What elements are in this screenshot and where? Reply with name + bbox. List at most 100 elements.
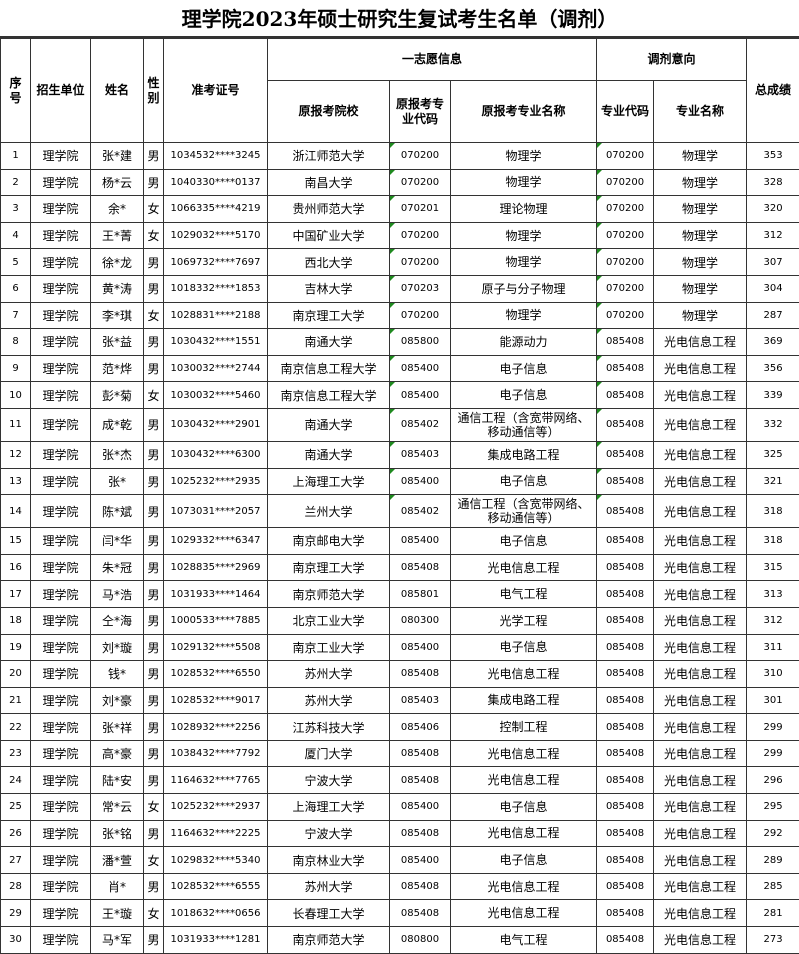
cell-total: 321: [747, 468, 799, 495]
header-unit: 招生单位: [31, 39, 91, 143]
cell-seq: 15: [1, 528, 31, 555]
cell-exam-id: 1000533****7885: [164, 607, 268, 634]
cell-name: 陈*斌: [91, 495, 144, 528]
header-first-choice: 一志愿信息: [268, 39, 597, 81]
cell-adj-major: 光电信息工程: [654, 873, 747, 900]
cell-adj-code: 085408: [597, 767, 654, 794]
header-exam-id: 准考证号: [164, 39, 268, 143]
cell-orig-school: 中国矿业大学: [268, 222, 390, 249]
cell-sex: 男: [144, 581, 164, 608]
header-adj-major: 专业名称: [654, 81, 747, 143]
cell-unit: 理学院: [31, 767, 91, 794]
cell-seq: 27: [1, 847, 31, 874]
cell-seq: 6: [1, 275, 31, 302]
cell-orig-code: 070203: [390, 275, 451, 302]
cell-orig-school: 南京邮电大学: [268, 528, 390, 555]
cell-seq: 22: [1, 714, 31, 741]
cell-name: 杨*云: [91, 169, 144, 196]
cell-exam-id: 1030032****2744: [164, 355, 268, 382]
cell-unit: 理学院: [31, 873, 91, 900]
cell-orig-code: 080300: [390, 607, 451, 634]
cell-seq: 21: [1, 687, 31, 714]
cell-exam-id: 1028835****2969: [164, 554, 268, 581]
cell-name: 常*云: [91, 794, 144, 821]
header-orig-major: 原报考专业名称: [451, 81, 597, 143]
cell-name: 余*: [91, 196, 144, 223]
cell-sex: 男: [144, 528, 164, 555]
cell-total: 332: [747, 408, 799, 441]
cell-name: 张*杰: [91, 441, 144, 468]
cell-adj-code: 085408: [597, 468, 654, 495]
cell-adj-major: 物理学: [654, 302, 747, 329]
cell-unit: 理学院: [31, 143, 91, 170]
cell-seq: 14: [1, 495, 31, 528]
cell-orig-school: 宁波大学: [268, 820, 390, 847]
header-name: 姓名: [91, 39, 144, 143]
cell-total: 285: [747, 873, 799, 900]
cell-seq: 26: [1, 820, 31, 847]
cell-exam-id: 1069732****7697: [164, 249, 268, 276]
cell-sex: 男: [144, 927, 164, 954]
cell-adj-major: 光电信息工程: [654, 900, 747, 927]
cell-exam-id: 1040330****0137: [164, 169, 268, 196]
cell-orig-school: 南京理工大学: [268, 302, 390, 329]
cell-name: 李*琪: [91, 302, 144, 329]
cell-sex: 男: [144, 329, 164, 356]
cell-name: 成*乾: [91, 408, 144, 441]
cell-adj-code: 085408: [597, 528, 654, 555]
cell-orig-school: 西北大学: [268, 249, 390, 276]
cell-adj-code: 085408: [597, 661, 654, 688]
cell-seq: 3: [1, 196, 31, 223]
cell-orig-major: 能源动力: [451, 329, 597, 356]
cell-unit: 理学院: [31, 820, 91, 847]
cell-orig-major: 电子信息: [451, 794, 597, 821]
cell-total: 307: [747, 249, 799, 276]
cell-exam-id: 1028532****6550: [164, 661, 268, 688]
cell-total: 292: [747, 820, 799, 847]
cell-unit: 理学院: [31, 275, 91, 302]
cell-total: 328: [747, 169, 799, 196]
cell-orig-major: 电子信息: [451, 634, 597, 661]
cell-unit: 理学院: [31, 169, 91, 196]
cell-orig-school: 南京师范大学: [268, 927, 390, 954]
cell-sex: 女: [144, 302, 164, 329]
cell-name: 肖*: [91, 873, 144, 900]
cell-sex: 男: [144, 275, 164, 302]
cell-total: 304: [747, 275, 799, 302]
cell-sex: 男: [144, 873, 164, 900]
cell-orig-school: 江苏科技大学: [268, 714, 390, 741]
cell-orig-code: 085400: [390, 355, 451, 382]
cell-exam-id: 1028532****9017: [164, 687, 268, 714]
cell-total: 315: [747, 554, 799, 581]
cell-seq: 23: [1, 740, 31, 767]
cell-unit: 理学院: [31, 441, 91, 468]
cell-orig-code: 070200: [390, 302, 451, 329]
cell-sex: 男: [144, 441, 164, 468]
cell-seq: 10: [1, 382, 31, 409]
header-seq: 序号: [1, 39, 31, 143]
cell-unit: 理学院: [31, 714, 91, 741]
cell-orig-code: 085400: [390, 634, 451, 661]
cell-orig-code: 085402: [390, 408, 451, 441]
cell-total: 313: [747, 581, 799, 608]
cell-orig-code: 085402: [390, 495, 451, 528]
cell-adj-code: 085408: [597, 355, 654, 382]
cell-orig-school: 南通大学: [268, 329, 390, 356]
cell-exam-id: 1066335****4219: [164, 196, 268, 223]
cell-exam-id: 1164632****2225: [164, 820, 268, 847]
cell-adj-major: 物理学: [654, 169, 747, 196]
cell-name: 高*豪: [91, 740, 144, 767]
cell-total: 281: [747, 900, 799, 927]
cell-seq: 8: [1, 329, 31, 356]
cell-orig-code: 085400: [390, 528, 451, 555]
cell-orig-school: 吉林大学: [268, 275, 390, 302]
cell-adj-major: 光电信息工程: [654, 355, 747, 382]
cell-seq: 4: [1, 222, 31, 249]
cell-adj-code: 085408: [597, 634, 654, 661]
header-adjust: 调剂意向: [597, 39, 747, 81]
